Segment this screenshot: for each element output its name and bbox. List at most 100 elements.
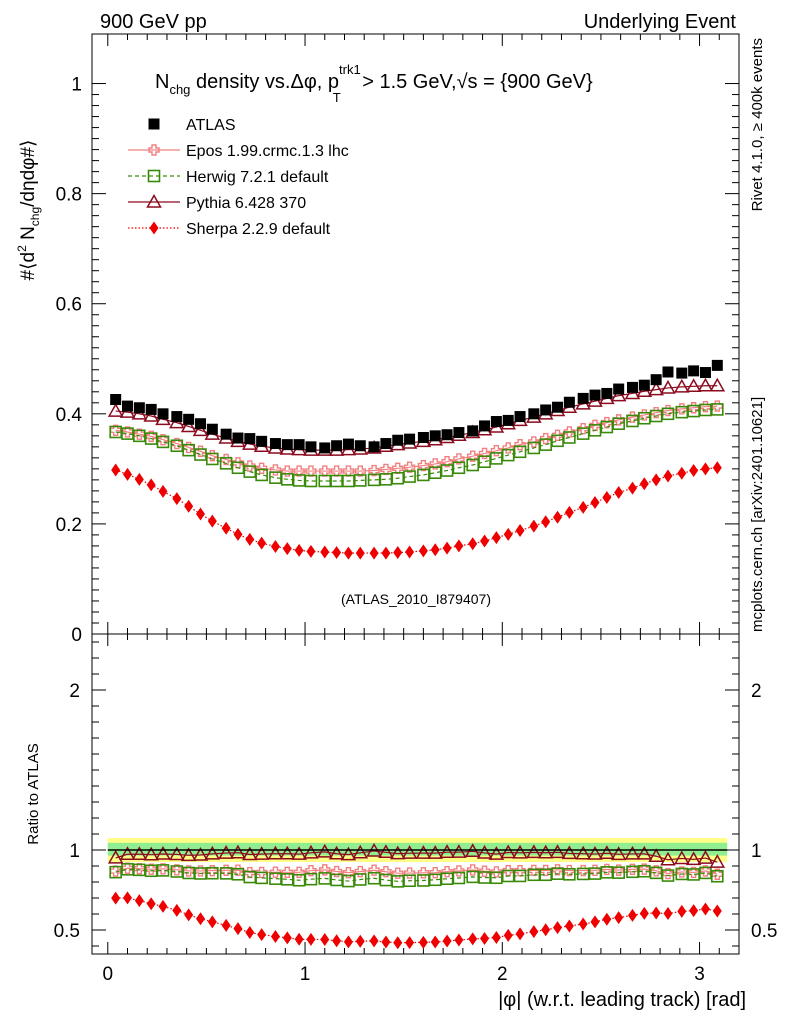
epos-point: [330, 465, 343, 477]
herwig-point: [330, 474, 343, 488]
atlas-point: [589, 389, 601, 401]
sherpa-point: [430, 543, 440, 557]
sherpa-point: [405, 545, 415, 559]
atlas-point: [392, 434, 404, 446]
atlas-point: [269, 438, 281, 450]
epos-ratio-point: [342, 867, 355, 879]
atlas-point: [145, 403, 157, 415]
pythia-ratio-point: [107, 849, 124, 864]
herwig-ratio-point: [292, 873, 306, 887]
herwig-point: [353, 474, 367, 487]
atlas-point: [110, 394, 122, 406]
sherpa-point: [468, 537, 478, 551]
epos-point: [368, 464, 380, 477]
sherpa-ratio-point: [123, 891, 133, 905]
herwig-point: [626, 414, 639, 428]
pythia-ratio-point: [500, 844, 516, 859]
sherpa-ratio-point: [564, 919, 574, 933]
legend-label-sherpa: Sherpa 2.2.9 default: [186, 221, 331, 238]
pythia-ratio-point: [389, 845, 406, 860]
sherpa-point: [515, 524, 525, 538]
sherpa-ratio-point: [221, 918, 231, 932]
sherpa-ratio-point: [134, 894, 144, 908]
atlas-point: [563, 396, 575, 408]
pythia-ratio-line: [115, 850, 718, 863]
atlas-point: [613, 383, 625, 395]
herwig-point: [501, 448, 515, 462]
sherpa-point: [207, 514, 217, 528]
herwig-point: [391, 471, 405, 485]
sherpa-ratio-point: [553, 921, 563, 935]
herwig-point: [687, 404, 700, 418]
atlas-point: [502, 414, 514, 426]
atlas-point: [380, 438, 392, 450]
pythia-ratio-point: [587, 846, 603, 860]
pythia-ratio-point: [599, 845, 615, 860]
atlas-point: [514, 411, 526, 423]
pythia-ratio-point: [204, 845, 221, 860]
herwig-ratio-point: [452, 871, 466, 885]
pythia-ratio-point: [352, 844, 369, 859]
y-tick-label: 1: [71, 75, 82, 96]
atlas-point: [601, 387, 613, 399]
y-tick-label: 0.4: [56, 405, 83, 426]
sherpa-point: [442, 541, 452, 555]
main-axes: 0 0.2 0.4 0.6 0.8 1: [56, 34, 739, 646]
herwig-ratio-point: [144, 864, 158, 878]
herwig-ratio-point: [219, 867, 233, 880]
sherpa-ratio-point: [245, 925, 255, 939]
sherpa-point: [245, 532, 255, 546]
herwig-ratio-point: [675, 867, 689, 881]
herwig-ratio-point: [342, 874, 355, 888]
sherpa-ratio-point: [639, 906, 649, 920]
legend-label-pythia: Pythia 6.428 370: [186, 195, 306, 212]
herwig-point: [600, 420, 614, 434]
herwig-ratio-point: [231, 867, 245, 881]
sherpa-point: [332, 546, 342, 560]
herwig-ratio-point: [539, 868, 552, 882]
sherpa-ratio-point: [712, 904, 722, 918]
pythia-ratio-point: [155, 845, 171, 860]
sherpa-point: [172, 492, 182, 506]
epos-ratio-point: [305, 865, 317, 877]
pythia-ratio-point: [660, 851, 676, 866]
sherpa-point: [480, 534, 490, 548]
herwig-point: [109, 425, 122, 439]
pythia-ratio-point: [575, 845, 591, 860]
pythia-ratio-point: [242, 846, 258, 861]
herwig-point: [588, 424, 602, 437]
sherpa-ratio-point: [381, 935, 391, 949]
pythia-ratio-point: [279, 845, 296, 860]
sherpa-point: [503, 527, 513, 541]
herwig-ratio-point: [687, 868, 700, 881]
ratio-y-tick-label: 0.5: [54, 921, 80, 942]
y-tick-label: 0.2: [56, 515, 82, 536]
herwig-ratio-point: [699, 866, 712, 880]
sherpa-ratio-point: [270, 929, 280, 943]
sherpa-ratio-point: [442, 934, 452, 948]
sherpa-point: [677, 466, 687, 480]
sherpa-ratio-point: [355, 934, 365, 948]
herwig-point: [649, 409, 663, 423]
pythia-ratio-point: [303, 844, 319, 859]
atlas-point: [305, 441, 317, 453]
herwig-point: [219, 457, 233, 470]
epos-point: [342, 465, 355, 477]
atlas-point: [467, 425, 479, 437]
pythia-ratio-point: [648, 848, 664, 862]
pythia-ratio-point: [119, 846, 136, 861]
sherpa-ratio-point: [282, 931, 292, 945]
herwig-point: [638, 411, 651, 425]
herwig-ratio-point: [711, 869, 724, 883]
atlas-point: [232, 432, 244, 444]
pythia-ratio-point: [131, 846, 148, 861]
pythia-ratio-point: [549, 844, 566, 859]
sherpa-ratio-point: [700, 902, 710, 916]
pythia-ratio-point: [610, 846, 627, 861]
herwig-point: [194, 448, 207, 461]
herwig-point: [478, 455, 491, 469]
sherpa-point: [393, 546, 403, 560]
pythia-ratio-point: [192, 847, 209, 861]
atlas-point: [577, 392, 589, 404]
sherpa-point: [111, 463, 121, 477]
